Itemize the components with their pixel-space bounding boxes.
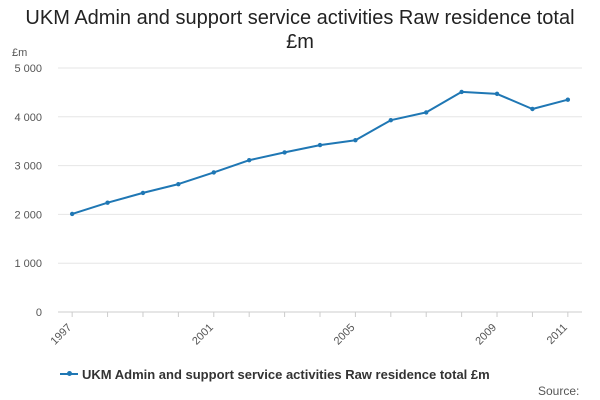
- data-point: [424, 110, 429, 115]
- data-point: [494, 91, 500, 97]
- axes: [58, 311, 582, 317]
- legend-series-label: UKM Admin and support service activities…: [82, 366, 490, 382]
- data-point: [565, 97, 571, 102]
- data-point: [317, 142, 323, 148]
- data-point: [140, 190, 146, 196]
- y-tick-label: 5 000: [14, 63, 42, 75]
- x-tick-label: 1997: [48, 322, 74, 348]
- y-tick-label: 4 000: [14, 112, 42, 124]
- data-point: [459, 89, 464, 95]
- x-tick-label: 2009: [473, 322, 499, 348]
- y-tick-label: 2 000: [14, 209, 42, 221]
- x-tick-label: 2001: [190, 322, 216, 348]
- data-point: [282, 150, 287, 155]
- data-point: [69, 211, 75, 217]
- source-label: Source:: [538, 384, 580, 398]
- data-point: [530, 106, 535, 112]
- legend: UKM Admin and support service activities…: [60, 366, 490, 382]
- data-point: [388, 118, 394, 123]
- data-point: [176, 181, 181, 187]
- y-axis-unit-label: £m: [12, 47, 27, 59]
- data-point: [211, 170, 216, 175]
- data-point: [353, 138, 358, 143]
- chart-title: UKM Admin and support service activities…: [25, 7, 575, 53]
- data-point: [246, 158, 252, 163]
- y-tick-label: 3 000: [14, 161, 42, 173]
- series-line: [71, 90, 569, 215]
- series-layer: [69, 89, 571, 217]
- y-tick-label: 1 000: [14, 258, 42, 270]
- x-tick-label: 2005: [332, 322, 358, 348]
- legend-series-swatch: [60, 371, 78, 376]
- x-tick-label: 2011: [545, 322, 570, 347]
- data-point: [105, 200, 110, 205]
- y-tick-label: 0: [36, 307, 42, 319]
- gridlines: [58, 67, 582, 264]
- tick-labels: 0 1 000 2 000 3 000 4 000 5 000 £m 1997 2001 2005…: [12, 47, 570, 347]
